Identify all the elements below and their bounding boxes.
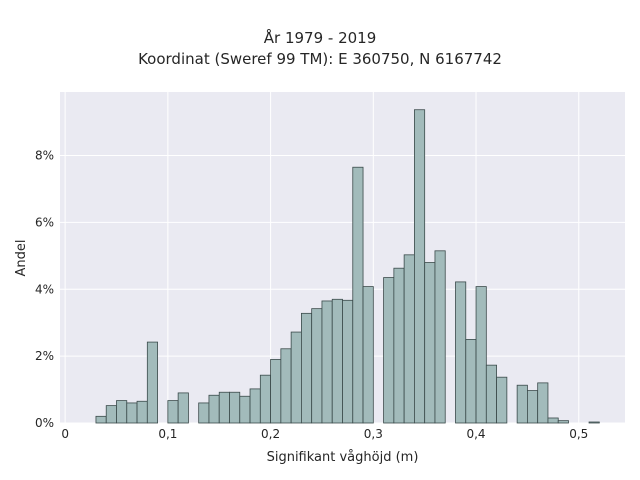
y-tick-label: 8% <box>35 149 54 163</box>
histogram-bar <box>136 400 148 424</box>
histogram-bar <box>259 374 271 424</box>
histogram-bar <box>146 341 158 424</box>
y-tick-label: 0% <box>35 416 54 430</box>
histogram-bar <box>465 339 477 424</box>
histogram-bar <box>331 298 343 424</box>
histogram-bar <box>301 312 313 424</box>
histogram-bar <box>516 384 528 424</box>
histogram-bar <box>352 166 364 424</box>
histogram-bar <box>126 402 138 424</box>
y-tick-label: 6% <box>35 215 54 229</box>
histogram-bar <box>198 402 210 424</box>
histogram-bar <box>342 299 354 424</box>
histogram-bar <box>424 262 436 424</box>
histogram-bar <box>95 415 107 424</box>
x-tick-label: 0,3 <box>364 427 383 441</box>
histogram-bar <box>270 359 282 424</box>
bars <box>95 109 600 424</box>
histogram-bar <box>280 348 292 424</box>
histogram-bar <box>208 394 220 424</box>
histogram-bar <box>414 109 426 424</box>
x-tick-label: 0,5 <box>569 427 588 441</box>
y-tick-label: 4% <box>35 282 54 296</box>
histogram-bar <box>167 400 179 424</box>
histogram-bar <box>362 286 374 424</box>
histogram-bar <box>249 388 261 424</box>
histogram-bar <box>537 382 549 424</box>
histogram-bar <box>290 331 302 424</box>
histogram-bar <box>588 421 600 424</box>
x-tick-label: 0 <box>61 427 69 441</box>
chart-title-line-1: År 1979 - 2019 <box>263 29 377 47</box>
histogram-bar <box>403 254 415 424</box>
y-tick-label: 2% <box>35 349 54 363</box>
histogram-bar <box>557 420 569 424</box>
x-tick-label: 0,2 <box>261 427 280 441</box>
x-axis-label: Signifikant våghöjd (m) <box>267 450 419 465</box>
histogram-bar <box>177 392 189 424</box>
x-tick-label: 0,1 <box>158 427 177 441</box>
x-tick-label: 0,4 <box>466 427 485 441</box>
histogram-bar <box>116 400 128 424</box>
histogram-bar <box>218 391 230 424</box>
chart-title-line-2: Koordinat (Sweref 99 TM): E 360750, N 61… <box>138 50 502 68</box>
histogram-bar <box>229 391 241 424</box>
histogram-bar <box>547 417 559 424</box>
histogram-bar <box>455 281 467 424</box>
histogram-bar <box>393 267 405 424</box>
histogram-bar <box>321 300 333 424</box>
histogram-bar <box>311 308 323 424</box>
histogram-bar <box>105 405 117 424</box>
x-tick-labels: 0 0,1 0,2 0,3 0,4 0,5 <box>61 427 588 441</box>
histogram-bar <box>434 250 446 424</box>
histogram-bar <box>496 376 508 424</box>
histogram-bar <box>485 364 497 424</box>
y-axis-label: Andel <box>14 240 29 277</box>
histogram-bar <box>239 395 251 424</box>
histogram-bar <box>527 390 539 424</box>
histogram-bar <box>383 277 395 424</box>
histogram-bar <box>475 286 487 424</box>
y-tick-labels: 0% 2% 4% 6% 8% <box>35 149 54 430</box>
